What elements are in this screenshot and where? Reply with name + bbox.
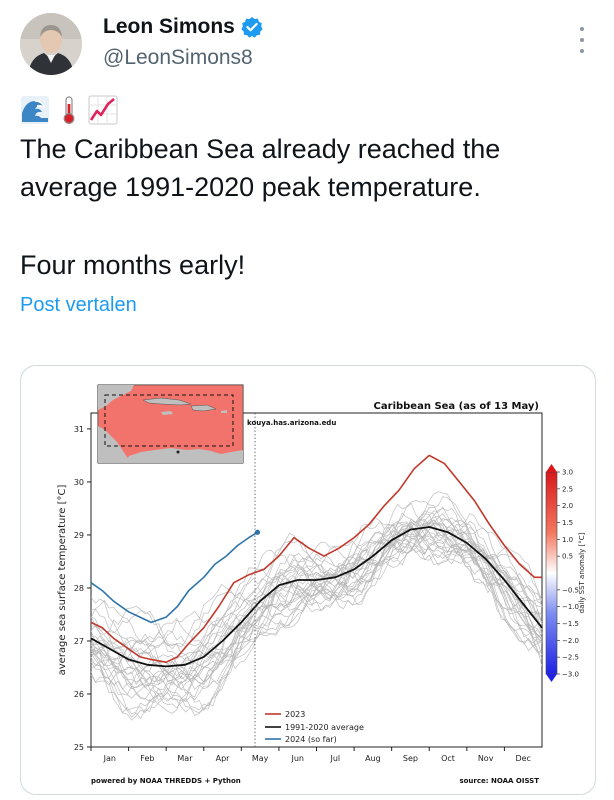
chart-title: Caribbean Sea (as of 13 May) (374, 401, 539, 412)
more-options-icon[interactable] (572, 27, 592, 53)
colorbar-tick-label: −1.5 (562, 620, 579, 628)
colorbar-tick-label: 3.0 (562, 469, 573, 477)
ensemble-line (90, 526, 543, 720)
avatar[interactable] (20, 13, 82, 75)
x-tick-label: Nov (478, 754, 494, 763)
y-axis-label: average sea surface temperature [°C] (57, 485, 68, 676)
author-name[interactable]: Leon Simons (103, 15, 235, 38)
x-tick-label: Jan (103, 754, 116, 763)
series-layer (90, 454, 543, 668)
ensemble-line (90, 519, 543, 701)
y-tick-label: 27 (74, 637, 84, 646)
x-tick-label: Apr (216, 754, 231, 763)
axis-layer: 25 26 27 28 29 30 31 Jan Feb Mar Apr May Jun Jul Aug Se… (74, 425, 531, 763)
ensemble-line (90, 499, 543, 648)
sst-chart: 25 26 27 28 29 30 31 Jan Feb Mar Apr May Jun Jul Aug Se… (57, 384, 586, 785)
ensemble-line (90, 506, 543, 681)
author-handle[interactable]: @LeonSimons8 (103, 46, 253, 69)
x-tick-label: Feb (140, 754, 154, 763)
x-tick-label: Aug (365, 754, 381, 763)
colorbar-tick-label: 2.5 (562, 485, 573, 493)
ensemble-line (90, 523, 543, 700)
inset-map (97, 384, 244, 464)
translate-link[interactable]: Post vertalen (20, 294, 137, 316)
series-line-2023 (90, 454, 542, 663)
author-name-row: Leon Simons (103, 15, 263, 39)
colorbar-tick-label: 1.0 (562, 536, 573, 544)
tweet-line-3: Four months early! (20, 250, 246, 280)
y-tick-label: 25 (74, 743, 84, 752)
colorbar-tick-label: 1.5 (562, 519, 573, 527)
y-tick-label: 28 (74, 584, 84, 593)
series-line-2024-so-far- (90, 531, 258, 624)
ensemble-line (90, 522, 543, 709)
avatar-portrait-icon (20, 13, 82, 75)
ensemble-line (90, 534, 543, 714)
series-2024-endpoint (254, 529, 261, 535)
chart-legend: 2023 1991-2020 average 2024 (so far) (265, 710, 364, 744)
x-tick-label: Jun (290, 754, 304, 763)
ensemble-line (90, 522, 543, 714)
x-tick-label: Sep (403, 754, 418, 763)
colorbar-tick-label: 2.0 (562, 502, 573, 510)
x-tick-label: Jul (329, 754, 340, 763)
ensemble-line (90, 527, 543, 698)
y-tick-label: 30 (74, 478, 84, 487)
colorbar-top-arrow-icon (546, 464, 557, 472)
ensemble-line (90, 496, 543, 648)
colorbar-label: daily SST anomaly [°C] (578, 532, 586, 613)
colorbar (545, 471, 558, 675)
footer-source: source: NOAA OISST (459, 777, 539, 785)
x-tick-label: May (252, 754, 269, 763)
x-tick-label: Dec (515, 754, 530, 763)
legend-2024: 2024 (so far) (285, 735, 337, 744)
emoji-row (20, 95, 118, 125)
colorbar-tick-label: −2.5 (562, 654, 579, 662)
ensemble-line (90, 517, 543, 658)
ensemble-lines (90, 491, 543, 721)
colorbar-ticks: 3.0 2.5 2.0 1.5 1.0 0.5 −0.5 −1.0 −1.5 −2.0 −2.5 −3… (557, 469, 579, 679)
tweet-text: The Caribbean Sea already reached the av… (20, 130, 600, 284)
media-image[interactable]: 25 26 27 28 29 30 31 Jan Feb Mar Apr May Jun Jul Aug Se… (20, 365, 596, 795)
colorbar-tick-label: 0.5 (562, 553, 573, 561)
colorbar-tick-label: −2.0 (562, 637, 579, 645)
y-tick-label: 29 (74, 531, 84, 540)
y-tick-label: 31 (74, 425, 84, 434)
verified-badge-icon (241, 17, 263, 38)
x-tick-label: Mar (177, 754, 193, 763)
ensemble-line (90, 491, 543, 648)
ensemble-line (90, 521, 543, 702)
thermometer-icon (54, 95, 84, 125)
ocean-wave-icon (20, 95, 50, 125)
colorbar-tick-label: −0.5 (562, 586, 579, 594)
y-tick-label: 26 (74, 690, 84, 699)
legend-average: 1991-2020 average (285, 723, 364, 732)
x-tick-label: Oct (441, 754, 455, 763)
colorbar-tick-label: −3.0 (562, 671, 579, 679)
chart-increasing-icon (88, 95, 118, 125)
ensemble-line (90, 510, 543, 683)
tweet-line-1: The Caribbean Sea already reached the (20, 134, 501, 164)
colorbar-bottom-arrow-icon (546, 674, 557, 682)
colorbar-tick-label: −1.0 (562, 603, 579, 611)
legend-2023: 2023 (285, 710, 305, 719)
ensemble-line (90, 502, 543, 655)
tweet-line-2: average 1991-2020 peak temperature. (20, 172, 481, 202)
site-label: kouya.has.arizona.edu (247, 419, 336, 427)
series-line-1991-2020-average (90, 526, 543, 668)
footer-powered-by: powered by NOAA THREDDS + Python (91, 777, 241, 785)
